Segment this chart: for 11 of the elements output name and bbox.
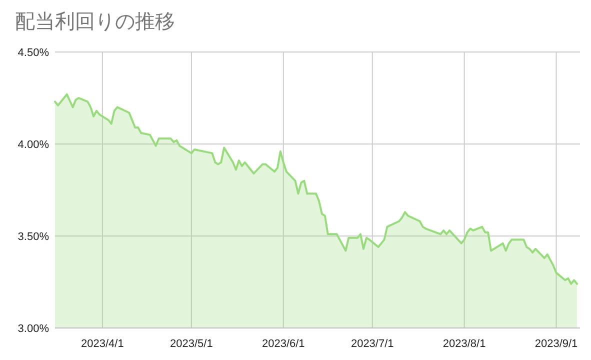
x-tick-label: 2023/5/1 (170, 338, 213, 350)
x-tick-label: 2023/8/1 (442, 338, 486, 350)
x-tick-label: 2023/7/1 (350, 338, 394, 350)
y-tick-label: 3.50% (18, 231, 50, 243)
y-tick-label: 4.50% (18, 47, 50, 59)
x-tick-label: 2023/9/1 (534, 338, 578, 350)
y-tick-label: 3.00% (18, 323, 50, 335)
chart-title: 配当利回りの推移 (15, 11, 175, 33)
x-tick-label: 2023/4/1 (81, 338, 124, 350)
x-tick-label: 2023/6/1 (262, 338, 305, 350)
y-tick-label: 4.00% (18, 139, 50, 151)
